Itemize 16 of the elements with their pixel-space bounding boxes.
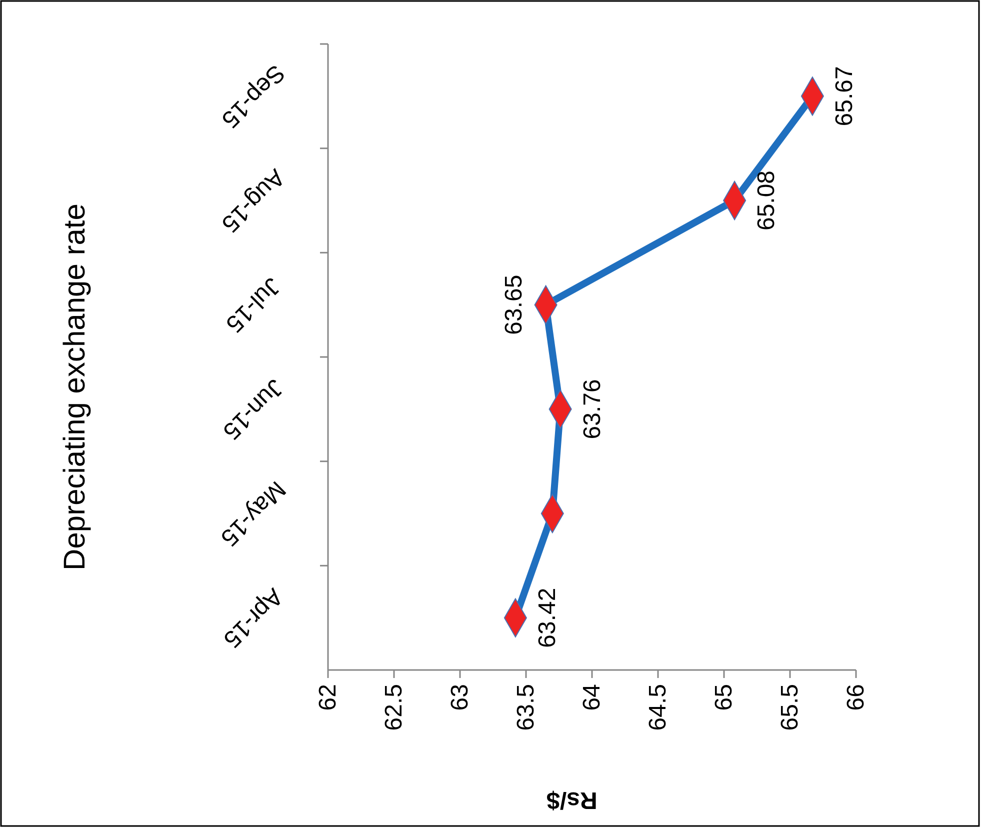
x-tick-label: 63 bbox=[446, 684, 474, 711]
data-label: 63.76 bbox=[578, 379, 606, 440]
x-tick-label: 64 bbox=[578, 684, 606, 711]
data-label: 63.42 bbox=[534, 588, 561, 648]
data-label: 63.65 bbox=[500, 274, 528, 335]
x-tick-label: 63.5 bbox=[512, 684, 540, 731]
data-label: 65.67 bbox=[830, 66, 858, 126]
text: Depreciating exchange rate bbox=[58, 204, 92, 570]
x-tick-label: 65 bbox=[710, 684, 738, 711]
x-tick-label: 62 bbox=[314, 684, 342, 711]
x-tick-label: 65.5 bbox=[776, 684, 804, 731]
x-tick-label: 62.5 bbox=[380, 684, 408, 731]
x-tick-label: 64.5 bbox=[644, 684, 672, 731]
data-label: 65.08 bbox=[753, 170, 780, 231]
x-tick-label: 66 bbox=[842, 684, 870, 711]
x-axis-title: Rs/$ bbox=[546, 786, 598, 814]
